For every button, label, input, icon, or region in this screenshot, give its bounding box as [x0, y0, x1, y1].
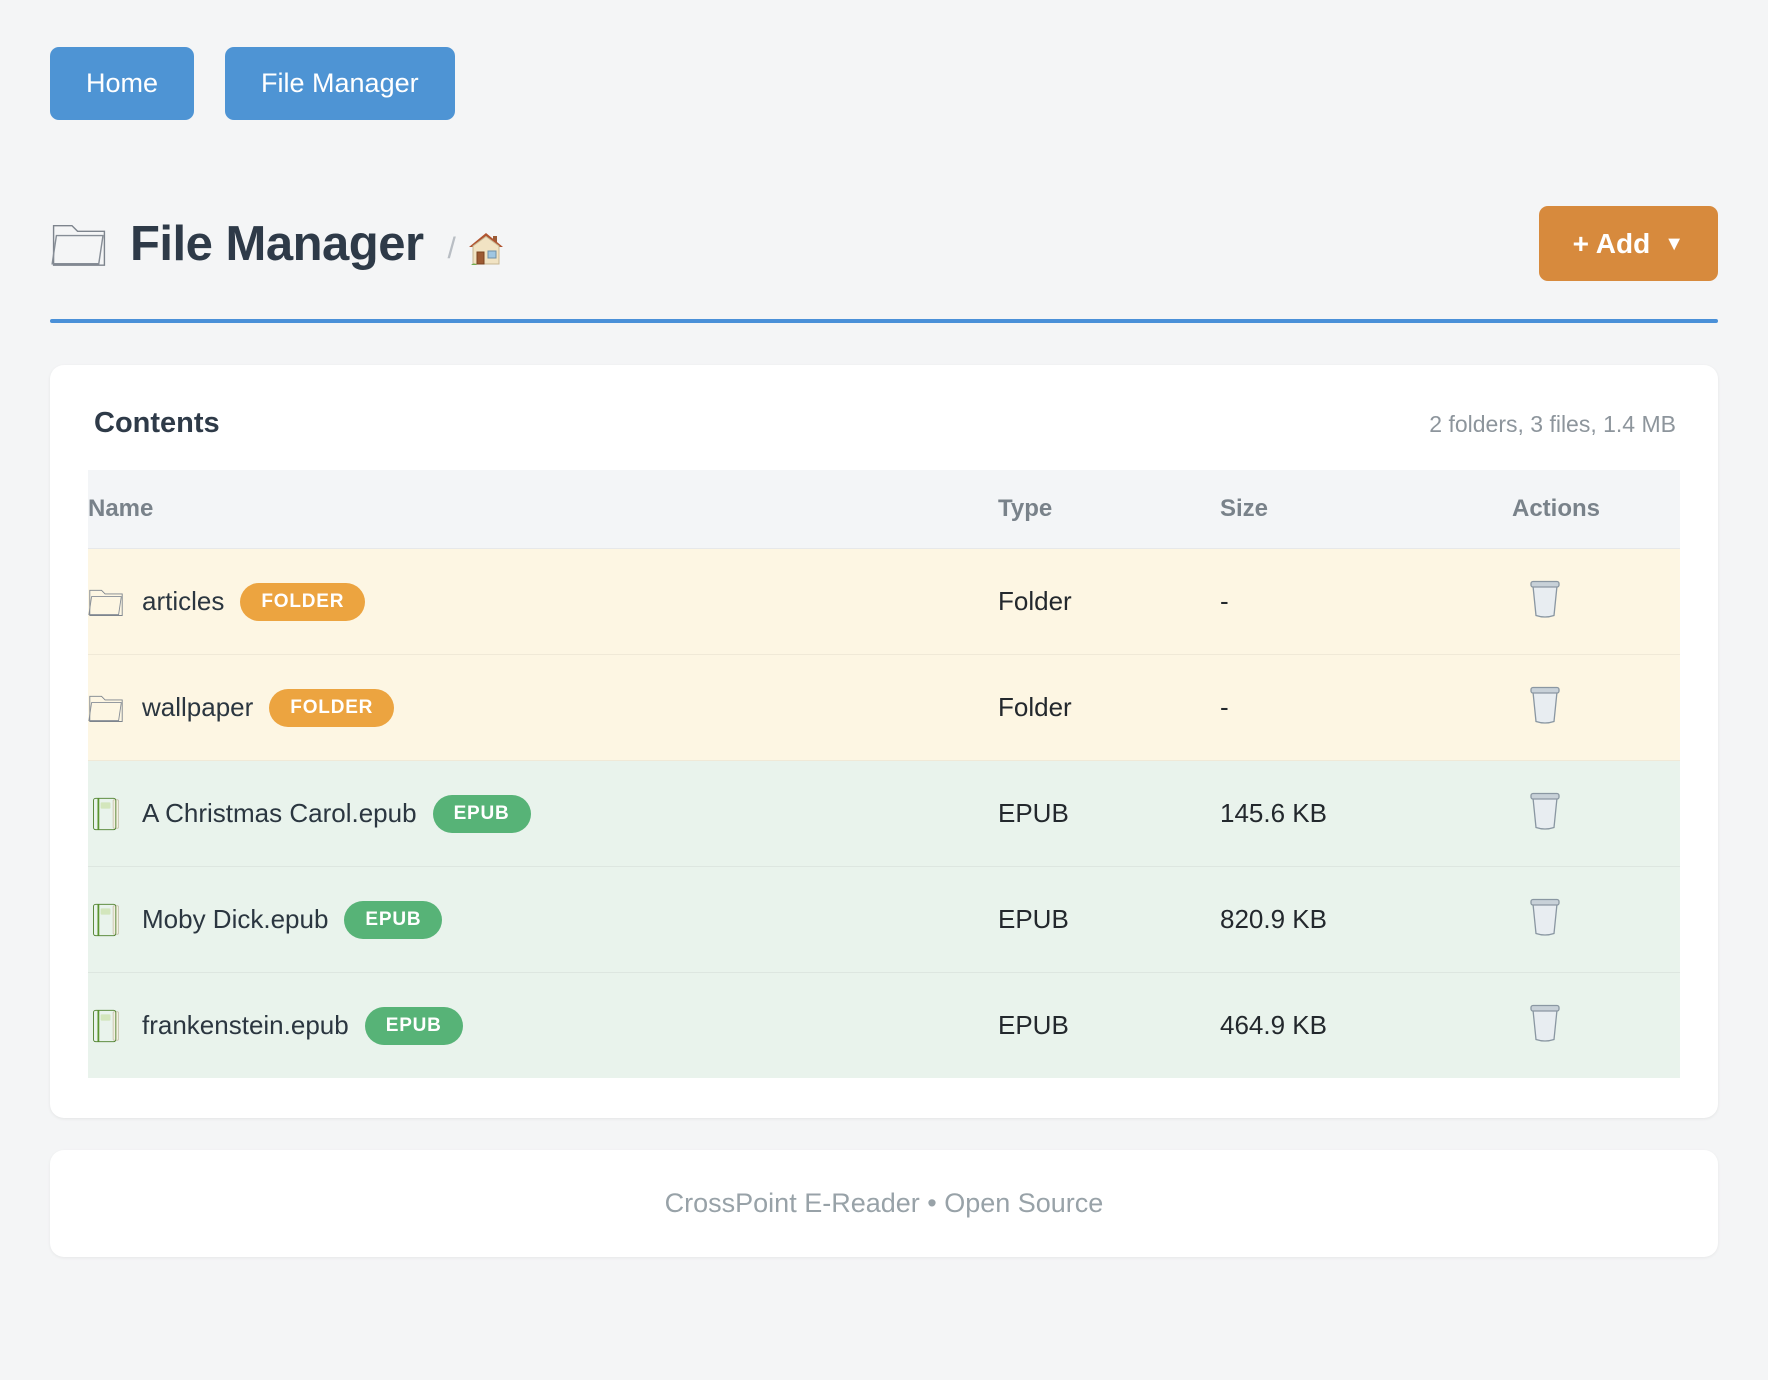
- table-row: Moby Dick.epub EPUB EPUB 820.9 KB: [88, 866, 1680, 973]
- column-header-actions: Actions: [1512, 470, 1680, 549]
- type-badge: EPUB: [364, 1006, 463, 1045]
- page-title: File Manager: [130, 216, 424, 271]
- add-button-label: + Add: [1572, 227, 1651, 259]
- breadcrumb-home-icon[interactable]: [468, 232, 504, 266]
- type-badge: FOLDER: [269, 688, 395, 727]
- table-header-row: Name Type Size Actions: [88, 470, 1680, 549]
- size-cell: 145.6 KB: [1220, 760, 1512, 867]
- delete-button[interactable]: [1526, 789, 1564, 831]
- file-name-link[interactable]: articles: [142, 586, 225, 616]
- home-button[interactable]: Home: [50, 47, 195, 120]
- table-row: wallpaper FOLDER Folder -: [88, 654, 1680, 761]
- book-icon: [93, 903, 119, 936]
- column-header-type: Type: [998, 470, 1220, 549]
- column-header-size: Size: [1220, 470, 1512, 549]
- add-button[interactable]: + Add ▼: [1538, 206, 1718, 281]
- contents-card: Contents 2 folders, 3 files, 1.4 MB Name…: [50, 365, 1718, 1118]
- type-badge: EPUB: [344, 900, 443, 939]
- contents-summary: 2 folders, 3 files, 1.4 MB: [1429, 411, 1676, 437]
- size-cell: -: [1220, 548, 1512, 655]
- type-cell: Folder: [998, 548, 1220, 655]
- type-badge: EPUB: [432, 794, 531, 833]
- footer: CrossPoint E-Reader • Open Source: [50, 1150, 1718, 1257]
- type-cell: Folder: [998, 654, 1220, 761]
- folder-icon: [88, 695, 123, 722]
- top-nav: Home File Manager: [50, 47, 1718, 120]
- footer-text: CrossPoint E-Reader • Open Source: [664, 1188, 1104, 1218]
- file-name-link[interactable]: wallpaper: [142, 692, 254, 722]
- file-name-link[interactable]: Moby Dick.epub: [142, 904, 329, 934]
- size-cell: -: [1220, 654, 1512, 761]
- contents-title: Contents: [94, 407, 220, 439]
- table-row: articles FOLDER Folder -: [88, 548, 1680, 655]
- type-cell: EPUB: [998, 760, 1220, 867]
- folder-icon: [51, 224, 106, 266]
- trash-icon: [1530, 686, 1560, 724]
- type-cell: EPUB: [998, 972, 1220, 1078]
- size-cell: 820.9 KB: [1220, 866, 1512, 973]
- title-group: File Manager /: [50, 216, 504, 272]
- files-table: Name Type Size Actions articles FOLDER: [88, 470, 1680, 1078]
- type-badge: FOLDER: [240, 582, 366, 621]
- page-header: File Manager / + Add ▼: [50, 206, 1718, 281]
- file-name-link[interactable]: A Christmas Carol.epub: [142, 798, 417, 828]
- delete-button[interactable]: [1526, 1001, 1564, 1043]
- folder-icon: [50, 220, 108, 268]
- book-icon: [93, 1009, 119, 1042]
- file-name-link[interactable]: frankenstein.epub: [142, 1010, 349, 1040]
- contents-card-header: Contents 2 folders, 3 files, 1.4 MB: [88, 407, 1680, 440]
- delete-button[interactable]: [1526, 683, 1564, 725]
- trash-icon: [1530, 580, 1560, 618]
- title-underline: [50, 319, 1718, 323]
- trash-icon: [1530, 792, 1560, 830]
- chevron-down-icon: ▼: [1664, 233, 1684, 255]
- file-manager-button[interactable]: File Manager: [225, 47, 455, 120]
- folder-icon: [88, 589, 123, 616]
- book-icon: [93, 797, 119, 830]
- delete-button[interactable]: [1526, 577, 1564, 619]
- house-icon: [468, 232, 503, 265]
- trash-icon: [1530, 1004, 1560, 1042]
- size-cell: 464.9 KB: [1220, 972, 1512, 1078]
- table-row: frankenstein.epub EPUB EPUB 464.9 KB: [88, 972, 1680, 1078]
- trash-icon: [1530, 898, 1560, 936]
- delete-button[interactable]: [1526, 895, 1564, 937]
- table-row: A Christmas Carol.epub EPUB EPUB 145.6 K…: [88, 760, 1680, 867]
- type-cell: EPUB: [998, 866, 1220, 973]
- column-header-name: Name: [88, 470, 998, 549]
- breadcrumb-separator: /: [447, 231, 456, 265]
